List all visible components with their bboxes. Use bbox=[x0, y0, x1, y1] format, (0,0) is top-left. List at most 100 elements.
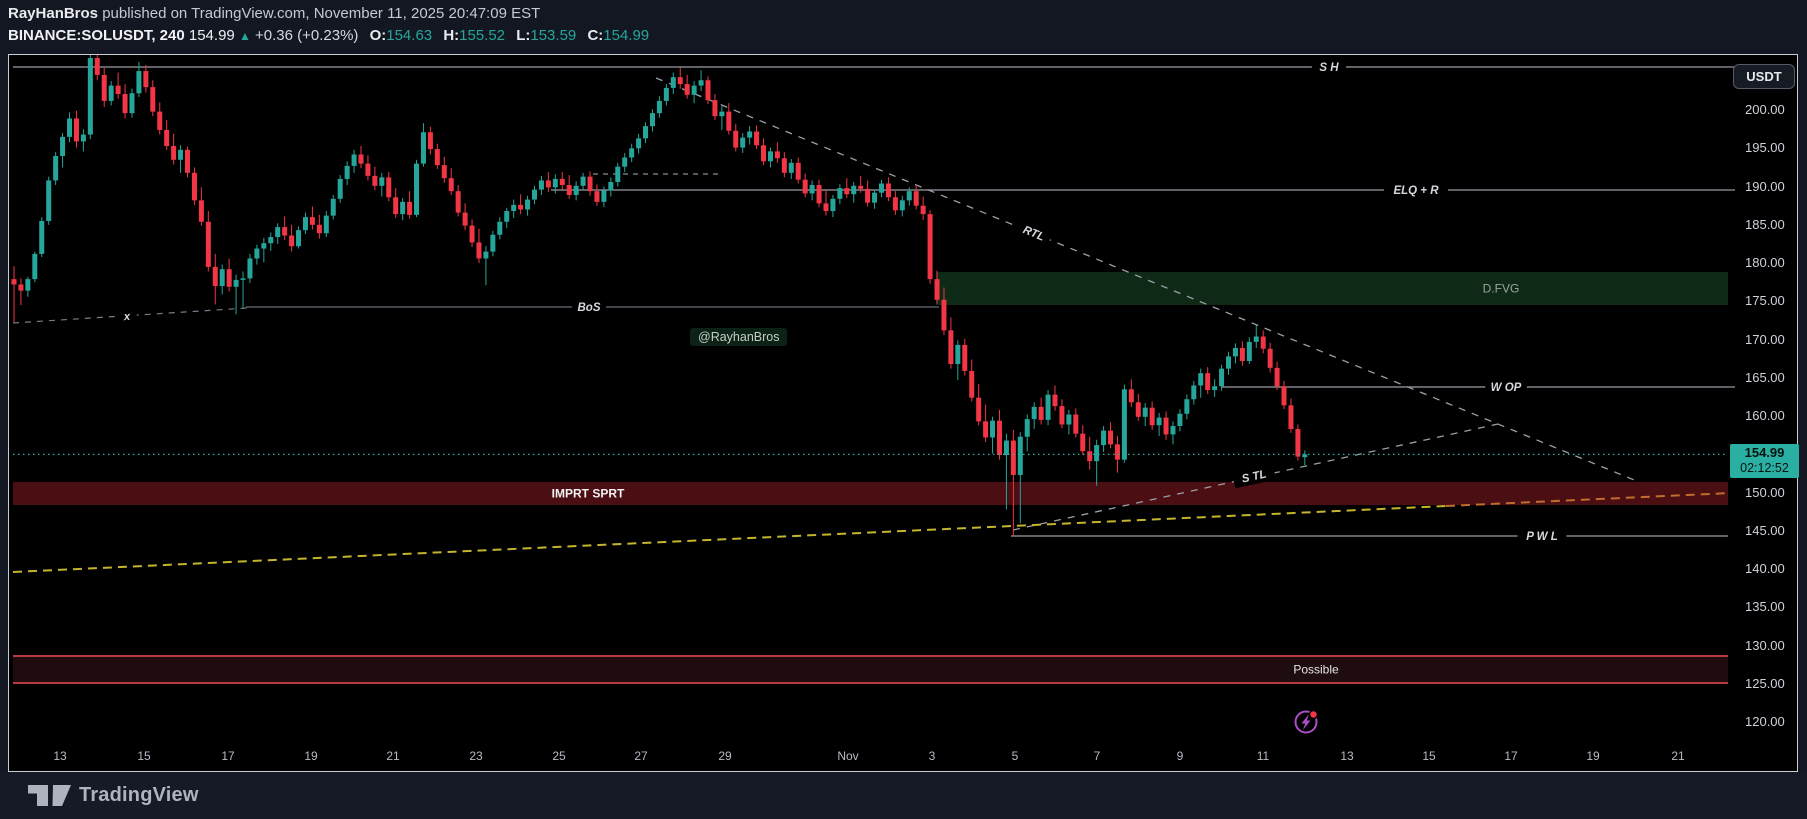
candle bbox=[351, 149, 357, 173]
currency-button[interactable]: USDT bbox=[1733, 64, 1795, 89]
time-tick-label: 17 bbox=[1504, 749, 1518, 763]
time-tick-label: 17 bbox=[221, 749, 235, 763]
candle bbox=[171, 133, 177, 165]
price-tick-label: 180.00 bbox=[1745, 255, 1785, 271]
candle bbox=[1198, 368, 1204, 398]
candle bbox=[677, 67, 683, 89]
candle bbox=[587, 171, 593, 196]
price-tick-label: 190.00 bbox=[1745, 178, 1785, 194]
candle bbox=[1094, 439, 1100, 486]
candle bbox=[39, 217, 45, 257]
candle bbox=[885, 177, 891, 202]
candle bbox=[1295, 424, 1301, 461]
time-tick-label: 7 bbox=[1093, 749, 1101, 763]
last-price: 154.99 bbox=[188, 27, 235, 44]
candle bbox=[178, 145, 184, 173]
candle bbox=[601, 186, 607, 208]
annotation-label: ELQ + R bbox=[1393, 185, 1439, 197]
candle bbox=[302, 212, 308, 234]
candle bbox=[552, 174, 558, 194]
candle bbox=[559, 172, 565, 190]
candle bbox=[150, 80, 156, 117]
candles-layer bbox=[11, 55, 1308, 537]
candle bbox=[649, 109, 655, 132]
time-tick-label: 13 bbox=[53, 749, 67, 763]
candle bbox=[1302, 450, 1308, 466]
open-label: O: bbox=[369, 27, 387, 44]
candle bbox=[941, 287, 947, 335]
candle bbox=[615, 162, 621, 187]
candle bbox=[1288, 398, 1294, 433]
candle bbox=[705, 76, 711, 104]
high-value: 155.52 bbox=[459, 27, 506, 44]
candle bbox=[108, 81, 114, 106]
candle bbox=[934, 270, 940, 304]
candle bbox=[268, 232, 274, 251]
time-tick-label: 9 bbox=[1176, 749, 1184, 763]
candle bbox=[32, 251, 38, 283]
candle bbox=[622, 152, 628, 173]
candle bbox=[1170, 421, 1176, 445]
candle bbox=[948, 317, 954, 369]
high-label: H: bbox=[443, 27, 460, 44]
symbol-row: BINANCE:SOLUSDT, 240 154.99 ▲ +0.36 (+0.… bbox=[8, 27, 649, 44]
symbol-name: BINANCE:SOLUSDT, 240 bbox=[8, 27, 185, 44]
candle bbox=[969, 359, 975, 402]
time-tick-label: 23 bbox=[469, 749, 483, 763]
chart-header: RayHanBros published on TradingView.com,… bbox=[8, 0, 1798, 54]
candle bbox=[795, 157, 801, 184]
candle bbox=[656, 96, 662, 118]
candle bbox=[1239, 341, 1245, 366]
levels-layer: S H ELQ + R BoS W OP P W L bbox=[13, 59, 1728, 544]
badge-countdown: 02:12:52 bbox=[1740, 461, 1789, 475]
candle bbox=[1066, 409, 1072, 435]
candle bbox=[1142, 403, 1148, 427]
candle bbox=[851, 181, 857, 203]
candle bbox=[566, 175, 572, 199]
candle bbox=[1073, 408, 1079, 438]
candle bbox=[1135, 393, 1141, 421]
price-tick-label: 195.00 bbox=[1745, 140, 1785, 156]
candle bbox=[733, 123, 739, 152]
candle bbox=[643, 122, 649, 143]
price-tick-label: 125.00 bbox=[1745, 675, 1785, 691]
time-tick-label: 15 bbox=[1422, 749, 1436, 763]
candle bbox=[920, 196, 926, 221]
candle bbox=[927, 210, 933, 284]
candle bbox=[386, 172, 392, 202]
candle bbox=[11, 266, 17, 322]
price-tick-label: 200.00 bbox=[1745, 102, 1785, 118]
candle bbox=[698, 70, 704, 91]
candle bbox=[1184, 394, 1190, 420]
candle bbox=[1274, 361, 1280, 391]
candle bbox=[316, 214, 322, 239]
candle bbox=[816, 179, 822, 208]
candle bbox=[18, 278, 24, 306]
price-tick-label: 165.00 bbox=[1745, 369, 1785, 385]
candle bbox=[143, 64, 149, 93]
candle bbox=[129, 88, 135, 118]
zone-d-fvg bbox=[936, 272, 1728, 305]
candle bbox=[254, 244, 260, 265]
time-tick-label: 5 bbox=[1011, 749, 1019, 763]
annotation-label: W OP bbox=[1491, 382, 1522, 394]
candle bbox=[455, 185, 461, 217]
time-tick-label: 19 bbox=[304, 749, 318, 763]
time-tick-label: 21 bbox=[386, 749, 400, 763]
candle bbox=[1101, 426, 1107, 453]
author-name: RayHanBros bbox=[8, 5, 99, 22]
candle bbox=[525, 195, 531, 216]
tradingview-logo-icon bbox=[28, 784, 71, 806]
price-tick-label: 185.00 bbox=[1745, 216, 1785, 232]
candle bbox=[289, 224, 295, 252]
candle bbox=[420, 123, 426, 167]
open-value: 154.63 bbox=[386, 27, 433, 44]
candle bbox=[434, 143, 440, 169]
candle bbox=[747, 126, 753, 145]
footer: TradingView bbox=[0, 772, 1807, 819]
candle bbox=[573, 181, 579, 201]
candle bbox=[1031, 402, 1037, 430]
alert-dot-icon bbox=[1308, 709, 1319, 720]
flash-icon[interactable] bbox=[1294, 709, 1319, 734]
candle bbox=[309, 206, 315, 230]
